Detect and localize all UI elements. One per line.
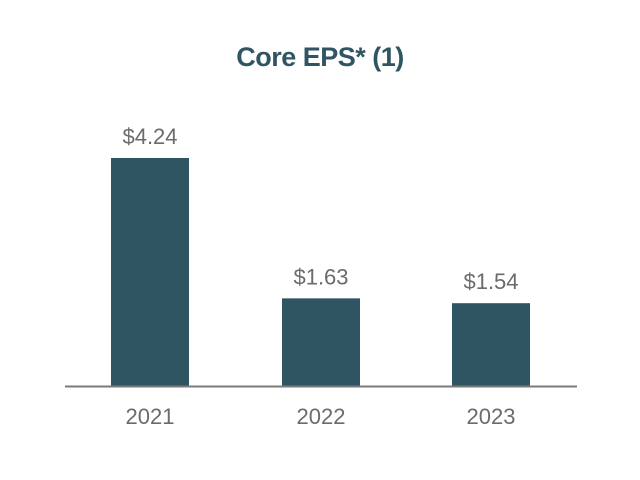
chart-title: Core EPS* (1) bbox=[236, 42, 404, 72]
x-tick-label-2023: 2023 bbox=[467, 404, 516, 429]
x-tick-label-2021: 2021 bbox=[126, 404, 175, 429]
x-tick-label-2022: 2022 bbox=[297, 404, 346, 429]
bar-2023 bbox=[452, 303, 530, 386]
value-label-2021: $4.24 bbox=[122, 124, 177, 149]
labels-layer: $4.24 2021 $1.63 2022 $1.54 2023 bbox=[122, 124, 518, 429]
value-label-2023: $1.54 bbox=[463, 269, 518, 294]
bar-2021 bbox=[111, 158, 189, 386]
bars-layer bbox=[111, 158, 530, 386]
value-label-2022: $1.63 bbox=[293, 264, 348, 289]
bar-2022 bbox=[282, 298, 360, 386]
